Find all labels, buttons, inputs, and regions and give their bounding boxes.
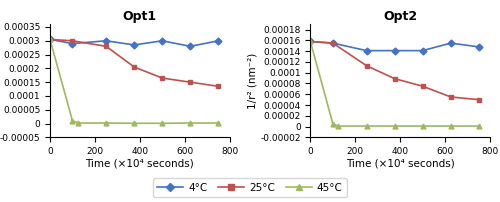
- X-axis label: Time (×10⁴ seconds): Time (×10⁴ seconds): [86, 159, 194, 169]
- Legend: 4°C, 25°C, 45°C: 4°C, 25°C, 45°C: [153, 178, 347, 197]
- Title: Opt2: Opt2: [383, 10, 418, 23]
- Y-axis label: 1/r² (nm⁻²): 1/r² (nm⁻²): [248, 53, 258, 109]
- X-axis label: Time (×10⁴ seconds): Time (×10⁴ seconds): [346, 159, 455, 169]
- Title: Opt1: Opt1: [122, 10, 157, 23]
